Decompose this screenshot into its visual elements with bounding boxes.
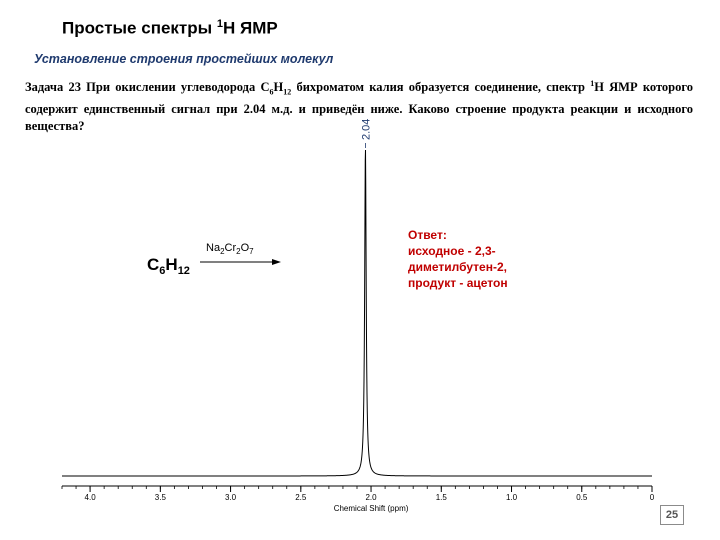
x-tick-label: 0 [650,493,655,502]
reactant-formula: C6H12 [147,255,190,277]
x-tick-label: 0.5 [576,493,588,502]
x-tick-label: 2.0 [365,493,377,502]
x-tick-label: 1.5 [436,493,448,502]
answer-heading: Ответ: [408,228,447,242]
slide-subtitle: Установление строения простейших молекул [34,52,334,66]
spectrum-plot: 4.0 3.5 3.0 2.5 2.0 1.5 1.0 0.5 0 Chemical Shift … [61,119,655,513]
x-tick-label: 4.0 [85,493,97,502]
reagent-formula: Na2Cr2O7 [206,242,254,256]
x-tick-label: 3.5 [155,493,167,502]
peak-label: 2.04 [360,119,372,140]
answer-starting-material: исходное - 2,3- [408,244,496,258]
answer-product: продукт - ацетон [408,276,508,290]
x-tick-label: 2.5 [295,493,307,502]
task-text: Задача 23 При окислении углеводорода С6Н… [25,79,693,133]
slide-title: Простые спектры 1Н ЯМР [62,18,278,38]
answer-box: Ответ: исходное - 2,3- диметилбутен-2, п… [408,227,538,291]
page-number: 25 [660,505,684,525]
x-tick-label: 1.0 [506,493,518,502]
spectrum-line [62,149,652,477]
answer-starting-material-name: диметилбутен-2, [408,260,507,274]
x-tick-label: 3.0 [225,493,237,502]
x-axis-label: Chemical Shift (ppm) [334,504,409,513]
reaction-arrowhead [272,259,281,265]
